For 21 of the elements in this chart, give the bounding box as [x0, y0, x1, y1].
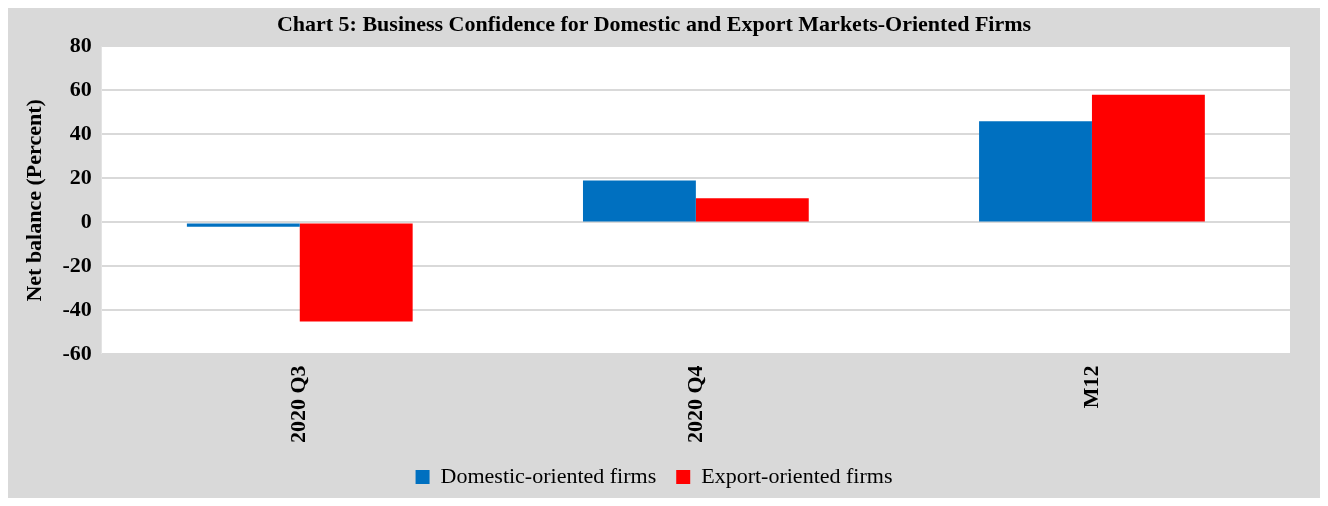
- x-tick-label: M12: [1077, 365, 1103, 409]
- y-tick-label: 40: [69, 120, 92, 146]
- y-tick-label: -60: [62, 340, 92, 366]
- y-tick-label: 80: [69, 32, 92, 58]
- legend-label: Domestic-oriented firms: [440, 462, 657, 488]
- bar: [979, 121, 1092, 222]
- y-tick-label: -20: [62, 252, 92, 278]
- y-tick-label: 0: [80, 208, 92, 234]
- y-tick-label: 60: [69, 76, 92, 102]
- bar: [582, 180, 696, 222]
- x-tick-label: 2020 Q3: [285, 365, 311, 444]
- y-axis-title: Net balance (Percent): [20, 99, 46, 302]
- bar: [186, 223, 300, 227]
- bar: [1091, 94, 1205, 222]
- bar: [695, 198, 809, 222]
- x-tick-label: 2020 Q4: [681, 365, 707, 444]
- y-tick-label: 20: [69, 164, 92, 190]
- chart-title: Chart 5: Business Confidence for Domestic and Export Markets-Oriented Firms: [276, 10, 1032, 36]
- bar: [299, 223, 413, 322]
- y-tick-label: -40: [62, 296, 92, 322]
- legend-label: Export-oriented firms: [701, 462, 893, 488]
